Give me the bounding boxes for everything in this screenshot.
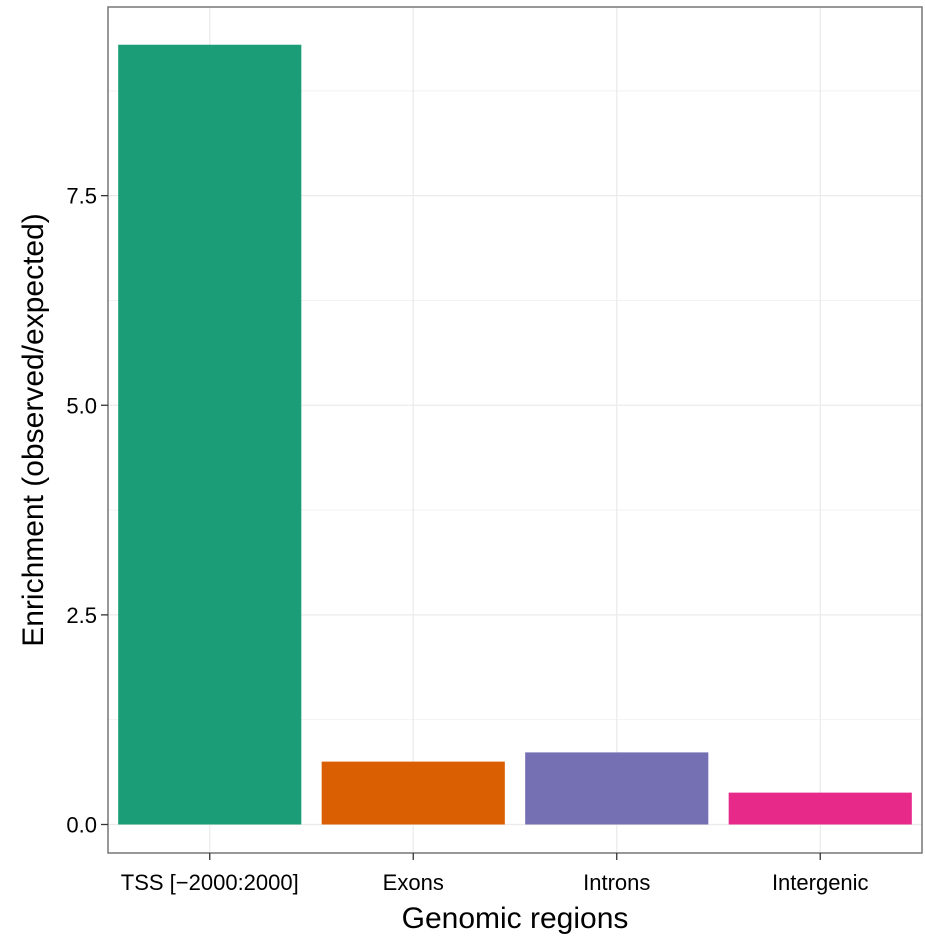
x-tick-label: Introns bbox=[583, 870, 650, 895]
y-tick-label: 0.0 bbox=[66, 812, 97, 837]
y-tick-label: 2.5 bbox=[66, 603, 97, 628]
x-axis: TSS [−2000:2000] Exons Introns Intergenic bbox=[121, 853, 869, 895]
x-tick-label: Intergenic bbox=[772, 870, 869, 895]
y-axis-title: Enrichment (observed/expected) bbox=[17, 213, 50, 647]
x-tick-label: TSS [−2000:2000] bbox=[121, 870, 299, 895]
bar-3 bbox=[728, 792, 912, 825]
x-tick-label: Exons bbox=[383, 870, 444, 895]
bar-0 bbox=[118, 44, 302, 825]
y-axis: 0.0 2.5 5.0 7.5 bbox=[66, 184, 108, 837]
y-tick-label: 5.0 bbox=[66, 393, 97, 418]
y-tick-label: 7.5 bbox=[66, 184, 97, 209]
x-axis-title: Genomic regions bbox=[402, 902, 629, 935]
bars bbox=[118, 44, 912, 825]
panel-border bbox=[107, 6, 923, 854]
bar-2 bbox=[525, 752, 709, 825]
bar-1 bbox=[321, 761, 505, 825]
